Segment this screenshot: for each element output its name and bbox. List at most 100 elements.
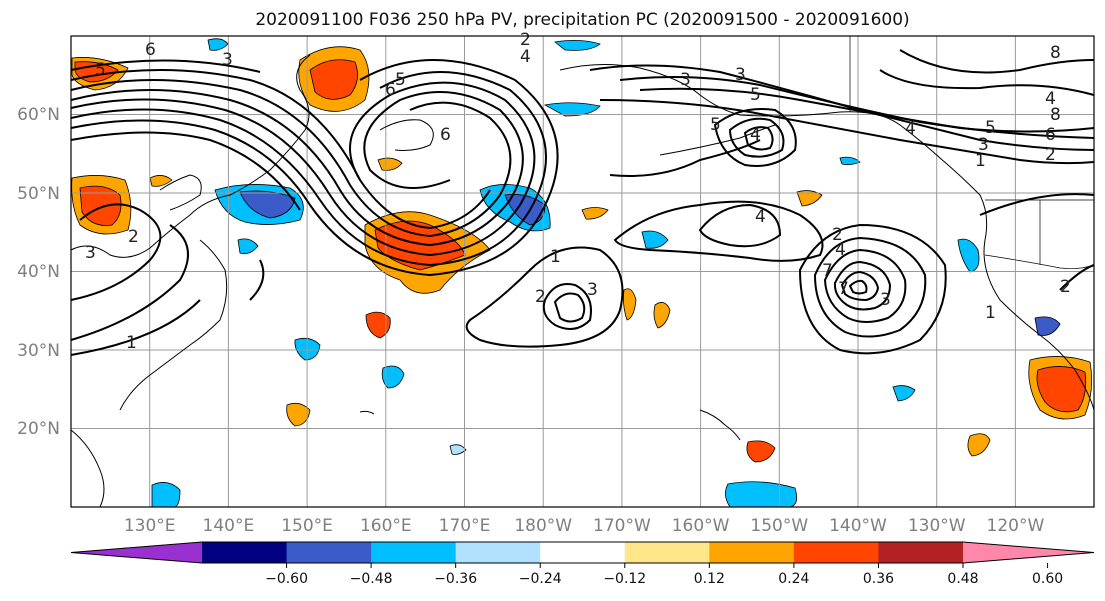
lon-label: 170°W xyxy=(593,516,651,536)
lat-label: 20°N xyxy=(17,419,60,439)
lat-label: 30°N xyxy=(17,341,60,361)
colorbar-ticks: −0.60 −0.48 −0.36 −0.24 −0.12 0.12 0.24 0.36 0.4… xyxy=(265,563,1063,587)
colorbar-tick-label: 0.12 xyxy=(694,571,725,587)
precip-negative-region xyxy=(892,385,916,402)
precip-positive-region xyxy=(365,311,391,339)
colorbar-segment xyxy=(709,542,795,563)
map-panel: 6 3 5 5 6 6 2 4 3 3 3 2 1 1 2 3 4 2 4 7 … xyxy=(70,30,1095,508)
precip-positive-region xyxy=(796,190,823,207)
colorbar-segment xyxy=(202,542,288,563)
contour-label: 2 xyxy=(520,30,531,50)
precip-positive-region xyxy=(967,433,991,457)
contour-label: 3 xyxy=(880,290,891,310)
contour-label: 3 xyxy=(978,135,989,155)
precip-positive-core xyxy=(309,59,358,100)
lon-label: 140°W xyxy=(829,516,887,536)
contour-label: 1 xyxy=(126,333,137,353)
precip-negative-region xyxy=(1034,316,1061,336)
contour-label: 4 xyxy=(905,119,916,139)
latitude-labels: 60°N 50°N 40°N 30°N 20°N xyxy=(17,105,60,439)
contour-label: 2 xyxy=(535,287,546,307)
contour-label: 3 xyxy=(680,70,691,90)
colorbar-segment xyxy=(624,542,710,563)
contour-label: 5 xyxy=(395,70,406,90)
precip-positive-region xyxy=(746,440,776,463)
lon-label: 160°E xyxy=(360,516,412,536)
lon-label: 130°E xyxy=(124,516,176,536)
precip-positive-core xyxy=(79,185,122,226)
colorbar-segment xyxy=(455,542,541,563)
lon-label: 140°E xyxy=(203,516,255,536)
colorbar-segment xyxy=(793,542,879,563)
contour-label: 4 xyxy=(520,47,531,67)
contour-label: 4 xyxy=(835,240,846,260)
lat-label: 50°N xyxy=(17,184,60,204)
lon-label: 180°W xyxy=(514,516,572,536)
precip-negative-core xyxy=(239,190,296,219)
contour-label: 6 xyxy=(440,125,451,145)
colorbar-outline xyxy=(70,541,1095,564)
contour-label: 3 xyxy=(735,65,746,85)
precip-negative-region xyxy=(237,238,259,255)
contour-label: 5 xyxy=(95,60,106,80)
contour-label: 6 xyxy=(385,80,396,100)
contour-label: 6 xyxy=(145,40,156,60)
longitude-labels: 130°E 140°E 150°E 160°E 170°E 180°W 170°… xyxy=(124,516,1045,536)
precip-negative-region xyxy=(725,481,798,508)
lat-label: 60°N xyxy=(17,105,60,125)
precip-positive-region xyxy=(286,402,311,427)
precip-positive-region xyxy=(149,175,173,187)
colorbar-segment xyxy=(286,542,372,563)
precip-negative-region xyxy=(957,238,980,273)
lon-label: 120°W xyxy=(987,516,1045,536)
colorbar-tick-label: 0.48 xyxy=(947,571,978,587)
precip-positive-region xyxy=(581,207,609,220)
colorbar-segment xyxy=(878,542,964,563)
contour-label: 5 xyxy=(710,115,721,135)
contour-label: 1 xyxy=(975,151,986,171)
colorbar-tick-label: 0.60 xyxy=(1032,571,1063,587)
contour-label: 1 xyxy=(550,247,561,267)
contour-label: 4 xyxy=(1045,89,1056,109)
colorbar-segment xyxy=(540,542,626,563)
precip-negative-region xyxy=(554,40,601,51)
colorbar-tick-label: −0.12 xyxy=(603,571,646,587)
lon-label: 130°W xyxy=(908,516,966,536)
colorbar-extend-max xyxy=(963,542,1094,563)
lat-label: 40°N xyxy=(17,262,60,282)
precip-positive-region xyxy=(653,302,671,329)
contour-label: 2 xyxy=(128,227,139,247)
lon-label: 160°W xyxy=(672,516,730,536)
precip-negative-region xyxy=(381,365,405,389)
contour-label: 4 xyxy=(750,125,761,145)
precip-positive-core xyxy=(1036,366,1087,413)
contour-label: 3 xyxy=(85,243,96,263)
colorbar-tick-label: 0.36 xyxy=(863,571,894,587)
precip-shading xyxy=(71,38,1093,508)
precip-negative-region xyxy=(839,156,861,166)
contour-label: 3 xyxy=(587,280,598,300)
colorbar-extend-min xyxy=(71,542,202,563)
contour-label: 8 xyxy=(1050,43,1061,63)
contour-label: 8 xyxy=(1050,105,1061,125)
contour-label: 6 xyxy=(1045,125,1056,145)
colorbar: −0.60 −0.48 −0.36 −0.24 −0.12 0.12 0.24 0.36 0.4… xyxy=(70,541,1095,587)
contour-label: 2 xyxy=(1060,277,1071,297)
contour-label: 1 xyxy=(985,303,996,323)
contour-label: 7 xyxy=(822,261,833,281)
contour-labels: 6 3 5 5 6 6 2 4 3 3 3 2 1 1 2 3 4 2 4 7 … xyxy=(85,30,1071,353)
contour-label: 2 xyxy=(1045,145,1056,165)
political-borders xyxy=(849,36,1095,269)
contour-label: 7 xyxy=(838,279,849,299)
precip-negative-region xyxy=(543,102,601,117)
colorbar-tick-label: −0.48 xyxy=(350,571,393,587)
contour-label: 4 xyxy=(755,207,766,227)
contour-label: 2 xyxy=(832,225,843,245)
lon-label: 150°E xyxy=(281,516,333,536)
contour-label: 5 xyxy=(750,85,761,105)
lon-label: 170°E xyxy=(439,516,491,536)
coastlines xyxy=(70,54,1095,508)
contour-label: 5 xyxy=(985,118,996,138)
precip-negative-region xyxy=(449,444,467,455)
